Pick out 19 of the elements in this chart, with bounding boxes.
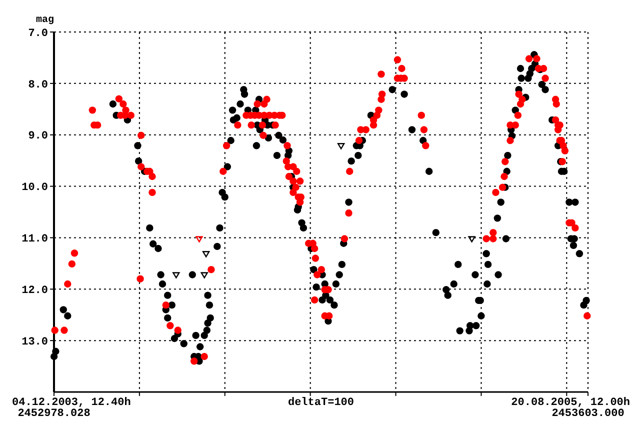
point [202, 251, 210, 258]
y-tick-label: 7.0 [28, 28, 48, 40]
y-tick-label: 11.0 [22, 234, 48, 246]
y-tick-label: 8.0 [28, 79, 48, 92]
point [468, 236, 476, 242]
y-tick-label: 13.0 [22, 336, 48, 348]
y-tick-label: 12.0 [22, 284, 48, 297]
point [172, 272, 180, 278]
y-tick-label: 9.0 [28, 130, 48, 143]
text: 20.08.2005, 12.00h [511, 397, 630, 409]
x-tick-label: 2452978.028 [18, 408, 91, 420]
text: deltaT=100 [288, 397, 354, 409]
y-tick-label: 10.0 [22, 182, 48, 194]
point [337, 143, 345, 150]
x-tick-label: 2453603.000 [552, 408, 624, 420]
point [200, 272, 208, 278]
text: 04.12.2003, 12.40h [12, 397, 131, 409]
point [196, 236, 203, 242]
y-axis-title: mag [36, 15, 54, 26]
